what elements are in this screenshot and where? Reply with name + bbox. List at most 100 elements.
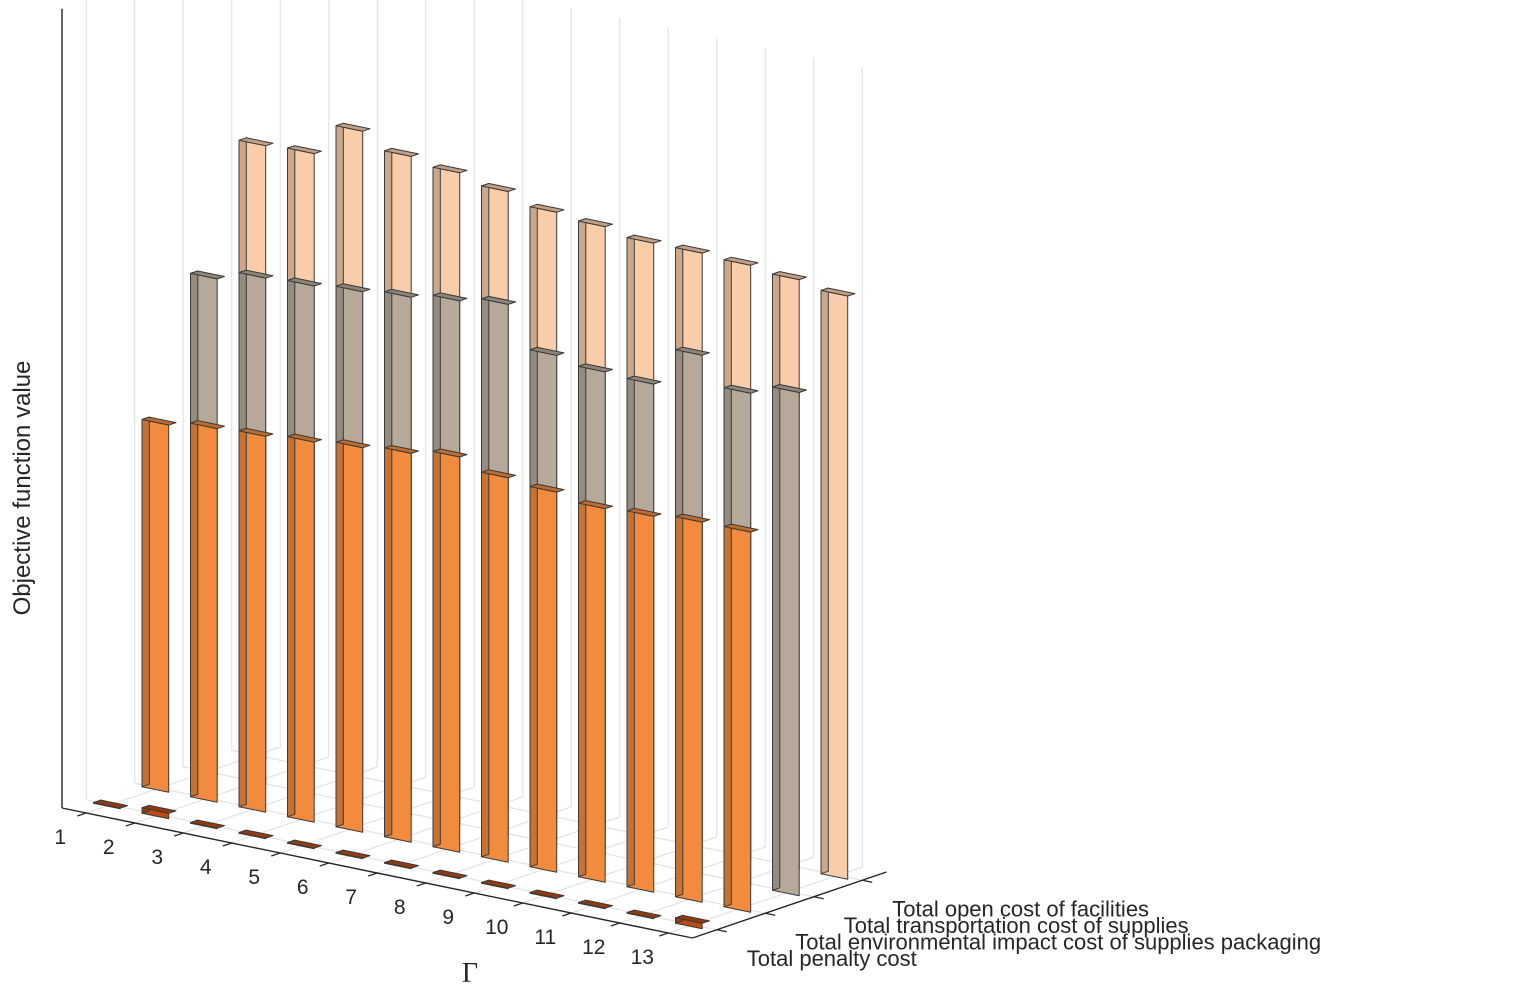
bar [93, 799, 128, 810]
bar-top-face [481, 295, 516, 305]
bar-top-face [675, 914, 710, 924]
y-tick-label: Total penalty cost [747, 946, 917, 971]
bar-top-face [335, 283, 371, 293]
bar-top-face [141, 804, 177, 814]
x-tick-mark [513, 902, 523, 907]
x-tick-label: 8 [394, 896, 406, 919]
bar [578, 899, 613, 910]
x-tick-label: 1 [54, 826, 66, 849]
bar [190, 420, 225, 803]
x-tick-mark [174, 832, 184, 837]
x-tick-mark [610, 922, 620, 927]
y-tick-mark [716, 929, 727, 933]
x-tick-mark [465, 892, 475, 897]
y-axis-line [692, 871, 887, 939]
bar-top-face [529, 889, 565, 899]
bar [335, 849, 371, 860]
y-tick-mark [813, 896, 824, 900]
bar-top-face [432, 448, 468, 458]
x-tick-mark [562, 912, 572, 917]
bar-top-face [141, 416, 177, 426]
x-tick-label: 5 [248, 866, 260, 889]
y-tick-mark [765, 912, 776, 916]
bar-side-face [578, 500, 587, 878]
bar-top-face [384, 859, 419, 869]
bar-top-face [772, 384, 807, 393]
x-tick-label: 13 [631, 946, 654, 969]
bar [723, 523, 759, 913]
bar-top-face [384, 147, 419, 157]
bar-top-face [723, 256, 759, 266]
bar-top-face [675, 513, 710, 523]
x-tick-mark [271, 852, 281, 857]
x-tick-mark [659, 932, 669, 937]
bar-top-face [384, 445, 419, 454]
x-tick-mark [368, 872, 378, 877]
bar [141, 416, 177, 793]
bar-top-face [529, 203, 565, 213]
bar [238, 427, 274, 813]
bar [626, 507, 662, 893]
bar-side-face [384, 445, 393, 838]
bar-top-face [772, 271, 807, 281]
bar-top-face [384, 288, 419, 298]
bar-top-face [335, 122, 371, 132]
bar [432, 869, 468, 880]
bar [481, 879, 516, 890]
bar-top-face [481, 879, 516, 889]
bar-side-face [675, 513, 684, 898]
bar [141, 804, 177, 820]
bar [675, 914, 710, 930]
x-tick-mark [125, 822, 135, 827]
bar-top-face [675, 346, 710, 356]
x-tick-label: 11 [534, 926, 556, 949]
bar-top-face [238, 427, 274, 437]
bar-top-face [238, 269, 274, 279]
bar-side-face [529, 483, 538, 868]
bar-top-face [529, 346, 565, 356]
bar-side-face [238, 427, 247, 808]
bar-top-face [287, 277, 322, 287]
bar [772, 384, 807, 897]
bar [578, 500, 613, 883]
bar-top-face [481, 183, 516, 192]
bar [529, 483, 565, 873]
bar [481, 469, 516, 863]
bar-top-face [238, 829, 274, 839]
x-tick-mark [77, 812, 87, 817]
bar [626, 909, 662, 920]
bar-top-face [578, 218, 613, 228]
x-tick-label: 12 [582, 936, 605, 959]
x-tick-labels: 1 2 3 4 5 6 7 8 9 10 11 12 13 [54, 812, 669, 969]
bar-top-face [626, 375, 662, 385]
bar-side-face [820, 287, 829, 875]
bar [820, 287, 856, 880]
bar-side-face [432, 448, 441, 848]
bar-top-face [723, 384, 759, 394]
bar-side-face [481, 469, 490, 858]
y-tick-mark [862, 879, 873, 883]
bar [190, 819, 225, 830]
bar [384, 859, 419, 870]
bar-top-face [287, 433, 322, 443]
bar-side-face [335, 439, 344, 828]
bar-top-face [93, 799, 128, 809]
bar-top-face [287, 145, 322, 155]
bar [675, 513, 710, 903]
bar-side-face [141, 416, 150, 788]
bars-layer [93, 122, 856, 930]
bar-top-face [626, 234, 662, 244]
bar [238, 829, 274, 840]
bar-top-face [723, 523, 759, 533]
x-tick-label: 7 [345, 886, 357, 909]
bar-top-face [529, 483, 565, 493]
x-tick-label: 3 [151, 846, 163, 869]
bar-top-face [335, 849, 371, 859]
z-axis-label: Objective function value [9, 361, 36, 616]
bar-side-face [287, 433, 296, 818]
bar [335, 439, 371, 833]
bar [432, 448, 468, 853]
x-tick-label: 9 [442, 906, 454, 929]
bar-top-face [432, 869, 468, 879]
